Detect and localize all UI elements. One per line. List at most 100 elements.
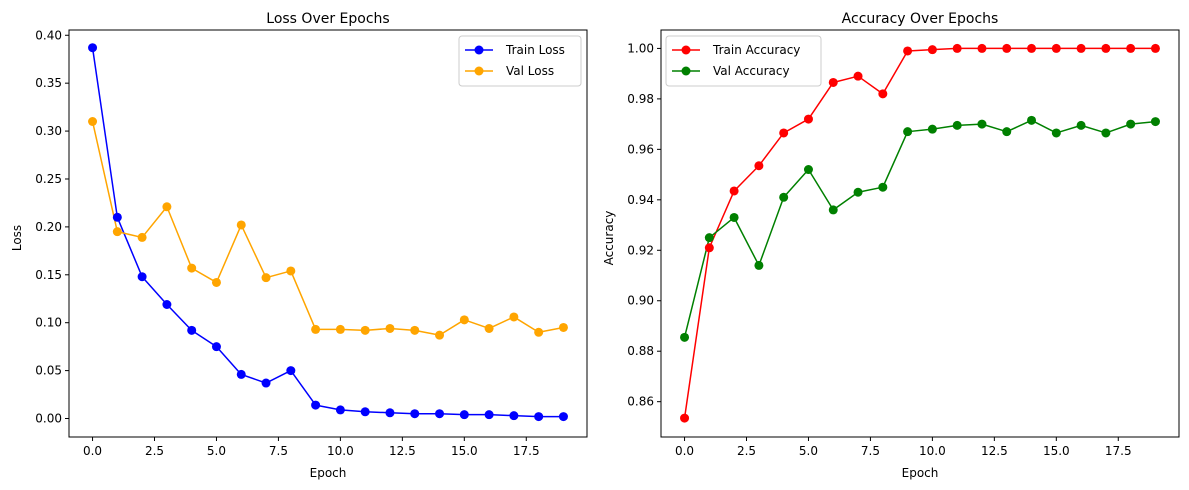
data-point-val-loss <box>335 324 345 334</box>
y-tick-label: 0.86 <box>627 395 654 409</box>
legend-marker-val-loss <box>474 66 484 76</box>
data-point-train-accuracy <box>754 161 764 171</box>
data-point-val-loss <box>286 266 296 276</box>
x-tick-label: 17.5 <box>513 444 540 458</box>
data-point-val-accuracy <box>1150 117 1160 127</box>
data-point-train-accuracy <box>828 77 838 87</box>
data-point-train-loss <box>88 43 98 53</box>
y-tick-label: 0.90 <box>627 294 654 308</box>
data-point-train-accuracy <box>779 128 789 138</box>
data-point-val-loss <box>385 323 395 333</box>
data-point-val-loss <box>534 327 544 337</box>
data-point-val-loss <box>459 315 469 325</box>
data-point-val-accuracy <box>878 182 888 192</box>
chart-title: Accuracy Over Epochs <box>842 11 999 27</box>
x-tick-label: 7.5 <box>861 444 880 458</box>
x-tick-label: 12.5 <box>389 444 416 458</box>
data-point-val-accuracy <box>952 120 962 130</box>
data-point-train-loss <box>187 325 197 335</box>
legend-label-val-loss: Val Loss <box>506 64 554 78</box>
data-point-train-accuracy <box>1027 43 1037 53</box>
y-tick-label: 0.40 <box>35 28 62 42</box>
x-tick-label: 5.0 <box>207 444 226 458</box>
data-point-train-loss <box>509 411 519 421</box>
data-point-train-loss <box>360 407 370 417</box>
legend-marker-train-accuracy <box>681 45 691 55</box>
data-point-val-loss <box>360 325 370 335</box>
accuracy-chart: Accuracy Over Epochs Epoch Accuracy 0.0 2… <box>602 11 1180 480</box>
data-point-val-loss <box>261 273 271 283</box>
y-tick-label: 0.96 <box>627 142 654 156</box>
data-point-train-accuracy <box>927 45 937 55</box>
y-tick-label: 1.00 <box>627 41 654 55</box>
data-point-train-loss <box>162 299 172 309</box>
legend-label-train-accuracy: Train Accuracy <box>712 43 800 57</box>
data-point-train-accuracy <box>803 114 813 124</box>
series-points <box>88 43 568 422</box>
data-point-train-loss <box>410 409 420 419</box>
data-point-train-loss <box>112 212 122 222</box>
legend-marker-train-loss <box>474 45 484 55</box>
data-point-val-accuracy <box>828 205 838 215</box>
data-point-val-accuracy <box>680 332 690 342</box>
y-axis-label: Accuracy <box>602 211 616 266</box>
data-point-train-loss <box>286 366 296 376</box>
data-point-val-loss <box>410 325 420 335</box>
data-point-train-loss <box>558 412 568 422</box>
data-point-train-accuracy <box>729 186 739 196</box>
x-axis-label: Epoch <box>902 466 939 480</box>
y-tick-label: 0.15 <box>35 268 62 282</box>
data-point-val-accuracy <box>1126 119 1136 129</box>
data-point-val-accuracy <box>1002 127 1012 137</box>
y-tick-label: 0.00 <box>35 412 62 426</box>
legend: Train Loss Val Loss <box>458 35 582 87</box>
series-points <box>680 43 1160 423</box>
data-point-train-loss <box>459 410 469 420</box>
data-point-val-accuracy <box>704 233 714 243</box>
x-tick-label: 12.5 <box>981 444 1008 458</box>
y-tick-label: 0.10 <box>35 316 62 330</box>
data-point-val-loss <box>435 330 445 340</box>
x-tick-label: 2.5 <box>737 444 756 458</box>
data-point-val-loss <box>484 323 494 333</box>
data-point-train-accuracy <box>977 43 987 53</box>
data-point-train-loss <box>335 405 345 415</box>
x-tick-label: 0.0 <box>83 444 102 458</box>
plot-frame <box>660 29 1180 438</box>
y-tick-label: 0.25 <box>35 172 62 186</box>
x-tick-label: 15.0 <box>1043 444 1070 458</box>
data-point-val-accuracy <box>903 127 913 137</box>
data-point-train-accuracy <box>1126 43 1136 53</box>
x-tick-label: 5.0 <box>799 444 818 458</box>
data-point-val-accuracy <box>803 165 813 175</box>
y-tick-label: 0.20 <box>35 220 62 234</box>
x-tick-label: 7.5 <box>269 444 288 458</box>
plot-frame <box>68 29 588 438</box>
x-tick-label: 10.0 <box>919 444 946 458</box>
y-tick-label: 0.92 <box>627 243 654 257</box>
data-point-train-loss <box>385 408 395 418</box>
x-tick-label: 10.0 <box>327 444 354 458</box>
axis-ticks: 0.0 2.5 5.0 7.5 10.0 12.5 15.0 17.5 0.00 0.05 0.10… <box>35 28 539 458</box>
data-point-val-accuracy <box>1027 115 1037 125</box>
legend: Train Accuracy Val Accuracy <box>665 35 822 87</box>
data-point-val-loss <box>187 263 197 273</box>
data-point-train-loss <box>236 369 246 379</box>
data-point-val-loss <box>558 322 568 332</box>
data-point-val-loss <box>236 220 246 230</box>
y-axis-label: Loss <box>10 225 24 251</box>
data-point-val-loss <box>211 277 221 287</box>
data-point-val-accuracy <box>754 260 764 270</box>
x-tick-label: 15.0 <box>451 444 478 458</box>
x-tick-label: 17.5 <box>1105 444 1132 458</box>
chart-title: Loss Over Epochs <box>266 11 389 27</box>
legend-box <box>458 35 582 87</box>
data-point-train-accuracy <box>952 43 962 53</box>
data-point-val-loss <box>162 202 172 212</box>
y-tick-label: 0.05 <box>35 364 62 378</box>
data-point-val-accuracy <box>729 212 739 222</box>
data-point-val-loss <box>88 116 98 126</box>
data-point-train-loss <box>211 342 221 352</box>
data-point-val-accuracy <box>1101 128 1111 138</box>
